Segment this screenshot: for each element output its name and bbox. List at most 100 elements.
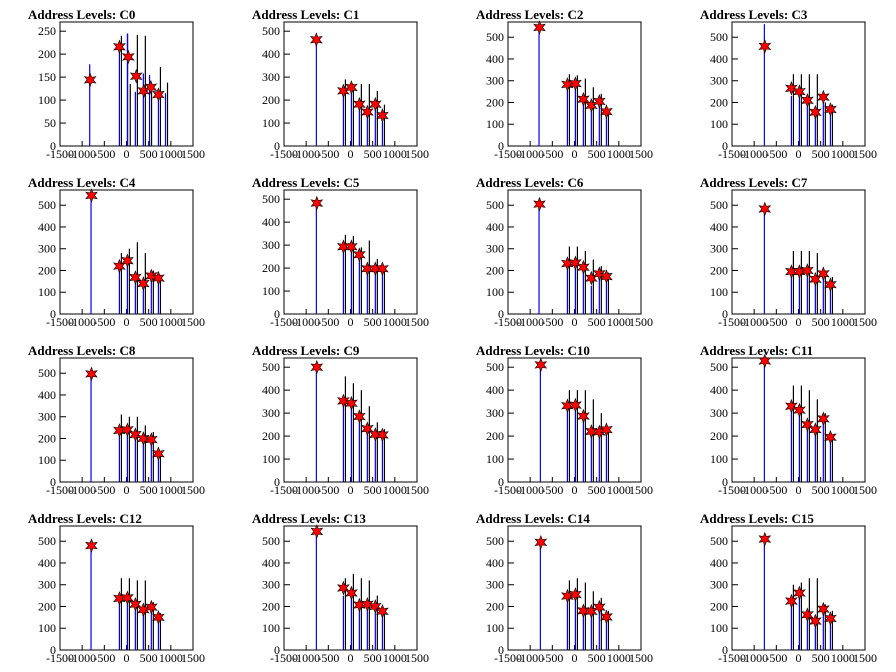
peak-marker [152,610,165,625]
y-tick-label: 400 [486,383,504,397]
peak-marker [785,593,798,609]
peak-marker [121,49,135,65]
x-tick-label: 1500 [181,315,205,329]
panel-title: Address Levels: C4 [28,175,136,190]
peak-marker [113,423,126,438]
y-tick-label: 100 [486,285,504,299]
panel-title: Address Levels: C8 [28,343,136,358]
plot-frame [731,357,866,483]
y-tick-label: 500 [486,30,504,44]
x-tick-label: -500 [317,315,339,329]
peak-marker [816,89,830,105]
peak-marker [592,94,606,109]
y-tick-label: 0 [274,643,280,657]
peak-marker [816,266,830,282]
x-tick-label: 500 [588,147,606,161]
x-tick-label: 500 [588,315,606,329]
peak-marker [376,108,389,123]
peak-marker [816,601,830,617]
y-tick-label: 100 [710,621,728,635]
chart-panel: Address Levels: C13 0 100 200 300 400 500 -1500… [252,511,429,665]
y-tick-label: 0 [274,475,280,489]
x-tick-label: 0 [348,651,354,665]
x-tick-label: 1500 [405,651,429,665]
peak-marker [310,359,324,375]
chart-panel: Address Levels: C30100200300400500-1500-… [700,7,877,161]
peak-marker [758,531,772,547]
x-tick-label: -1500 [270,315,298,329]
peak-marker [121,253,134,269]
peak-marker [584,270,598,286]
y-tick-label: 300 [262,406,280,420]
x-tick-label: 1500 [629,651,653,665]
peak-marker [152,446,165,462]
peak-marker [793,585,806,601]
chart-panel: Address Levels: C15 0 100 200 300 400 500 -1500… [700,511,877,665]
peak-marker [337,580,350,596]
y-tick-label: 0 [50,475,56,489]
peak-marker [600,269,613,284]
y-tick-label: 100 [486,621,504,635]
x-tick-label: -500 [541,651,563,665]
peak-marker [113,591,126,606]
x-tick-label: -500 [317,483,339,497]
peak-marker [577,603,590,619]
peak-marker [113,39,126,55]
x-tick-label: -1500 [494,147,522,161]
peak-marker [569,397,582,413]
y-tick-label: 500 [262,24,280,38]
peak-marker [345,80,358,95]
y-tick-label: 100 [262,116,280,130]
y-tick-label: 300 [38,578,56,592]
x-tick-label: 1500 [405,315,429,329]
y-tick-label: 300 [710,74,728,88]
x-tick-label: -500 [93,147,115,161]
x-tick-label: 1500 [853,483,877,497]
peak-marker [144,268,158,284]
y-tick-label: 400 [486,556,504,570]
plot-frame [59,525,194,651]
y-tick-label: 500 [710,360,728,374]
peak-marker [600,609,613,625]
peak-marker [758,353,772,369]
x-tick-label: 1000 [831,147,855,161]
chart-panel: Address Levels: C20100200300400500-1500-… [476,7,653,161]
y-tick-label: 300 [710,242,728,256]
panel-title: Address Levels: C10 [476,343,590,358]
x-tick-label: 500 [140,147,158,161]
plot-frame [59,357,194,483]
y-tick-label: 0 [274,307,280,321]
peak-marker [83,72,97,88]
x-tick-label: 0 [348,315,354,329]
x-tick-label: 0 [572,147,578,161]
y-tick-label: 100 [710,117,728,131]
panel-title: Address Levels: C6 [476,175,584,190]
y-tick-label: 400 [262,47,280,61]
x-tick-label: 1000 [831,483,855,497]
y-tick-label: 100 [38,285,56,299]
peak-marker [144,599,158,615]
x-tick-label: 0 [572,315,578,329]
x-tick-label: -500 [541,483,563,497]
x-tick-label: 500 [364,651,382,665]
x-tick-label: -1000 [516,315,544,329]
peak-marker [144,432,158,447]
peak-marker [129,270,142,285]
peak-marker [561,398,574,414]
x-tick-label: -1000 [68,483,96,497]
peak-marker [376,603,389,619]
peak-marker [808,104,822,120]
peak-marker [129,427,142,442]
peak-marker [353,409,366,424]
y-tick-label: 100 [38,621,56,635]
y-tick-label: 200 [262,261,280,275]
y-tick-label: 0 [50,139,56,153]
panel-title: Address Levels: C7 [700,175,808,190]
x-tick-label: -1500 [494,651,522,665]
y-tick-label: 200 [710,95,728,109]
y-tick-label: 100 [262,452,280,466]
x-tick-label: 1000 [383,651,407,665]
x-tick-label: 1500 [181,147,205,161]
y-tick-label: 400 [262,215,280,229]
